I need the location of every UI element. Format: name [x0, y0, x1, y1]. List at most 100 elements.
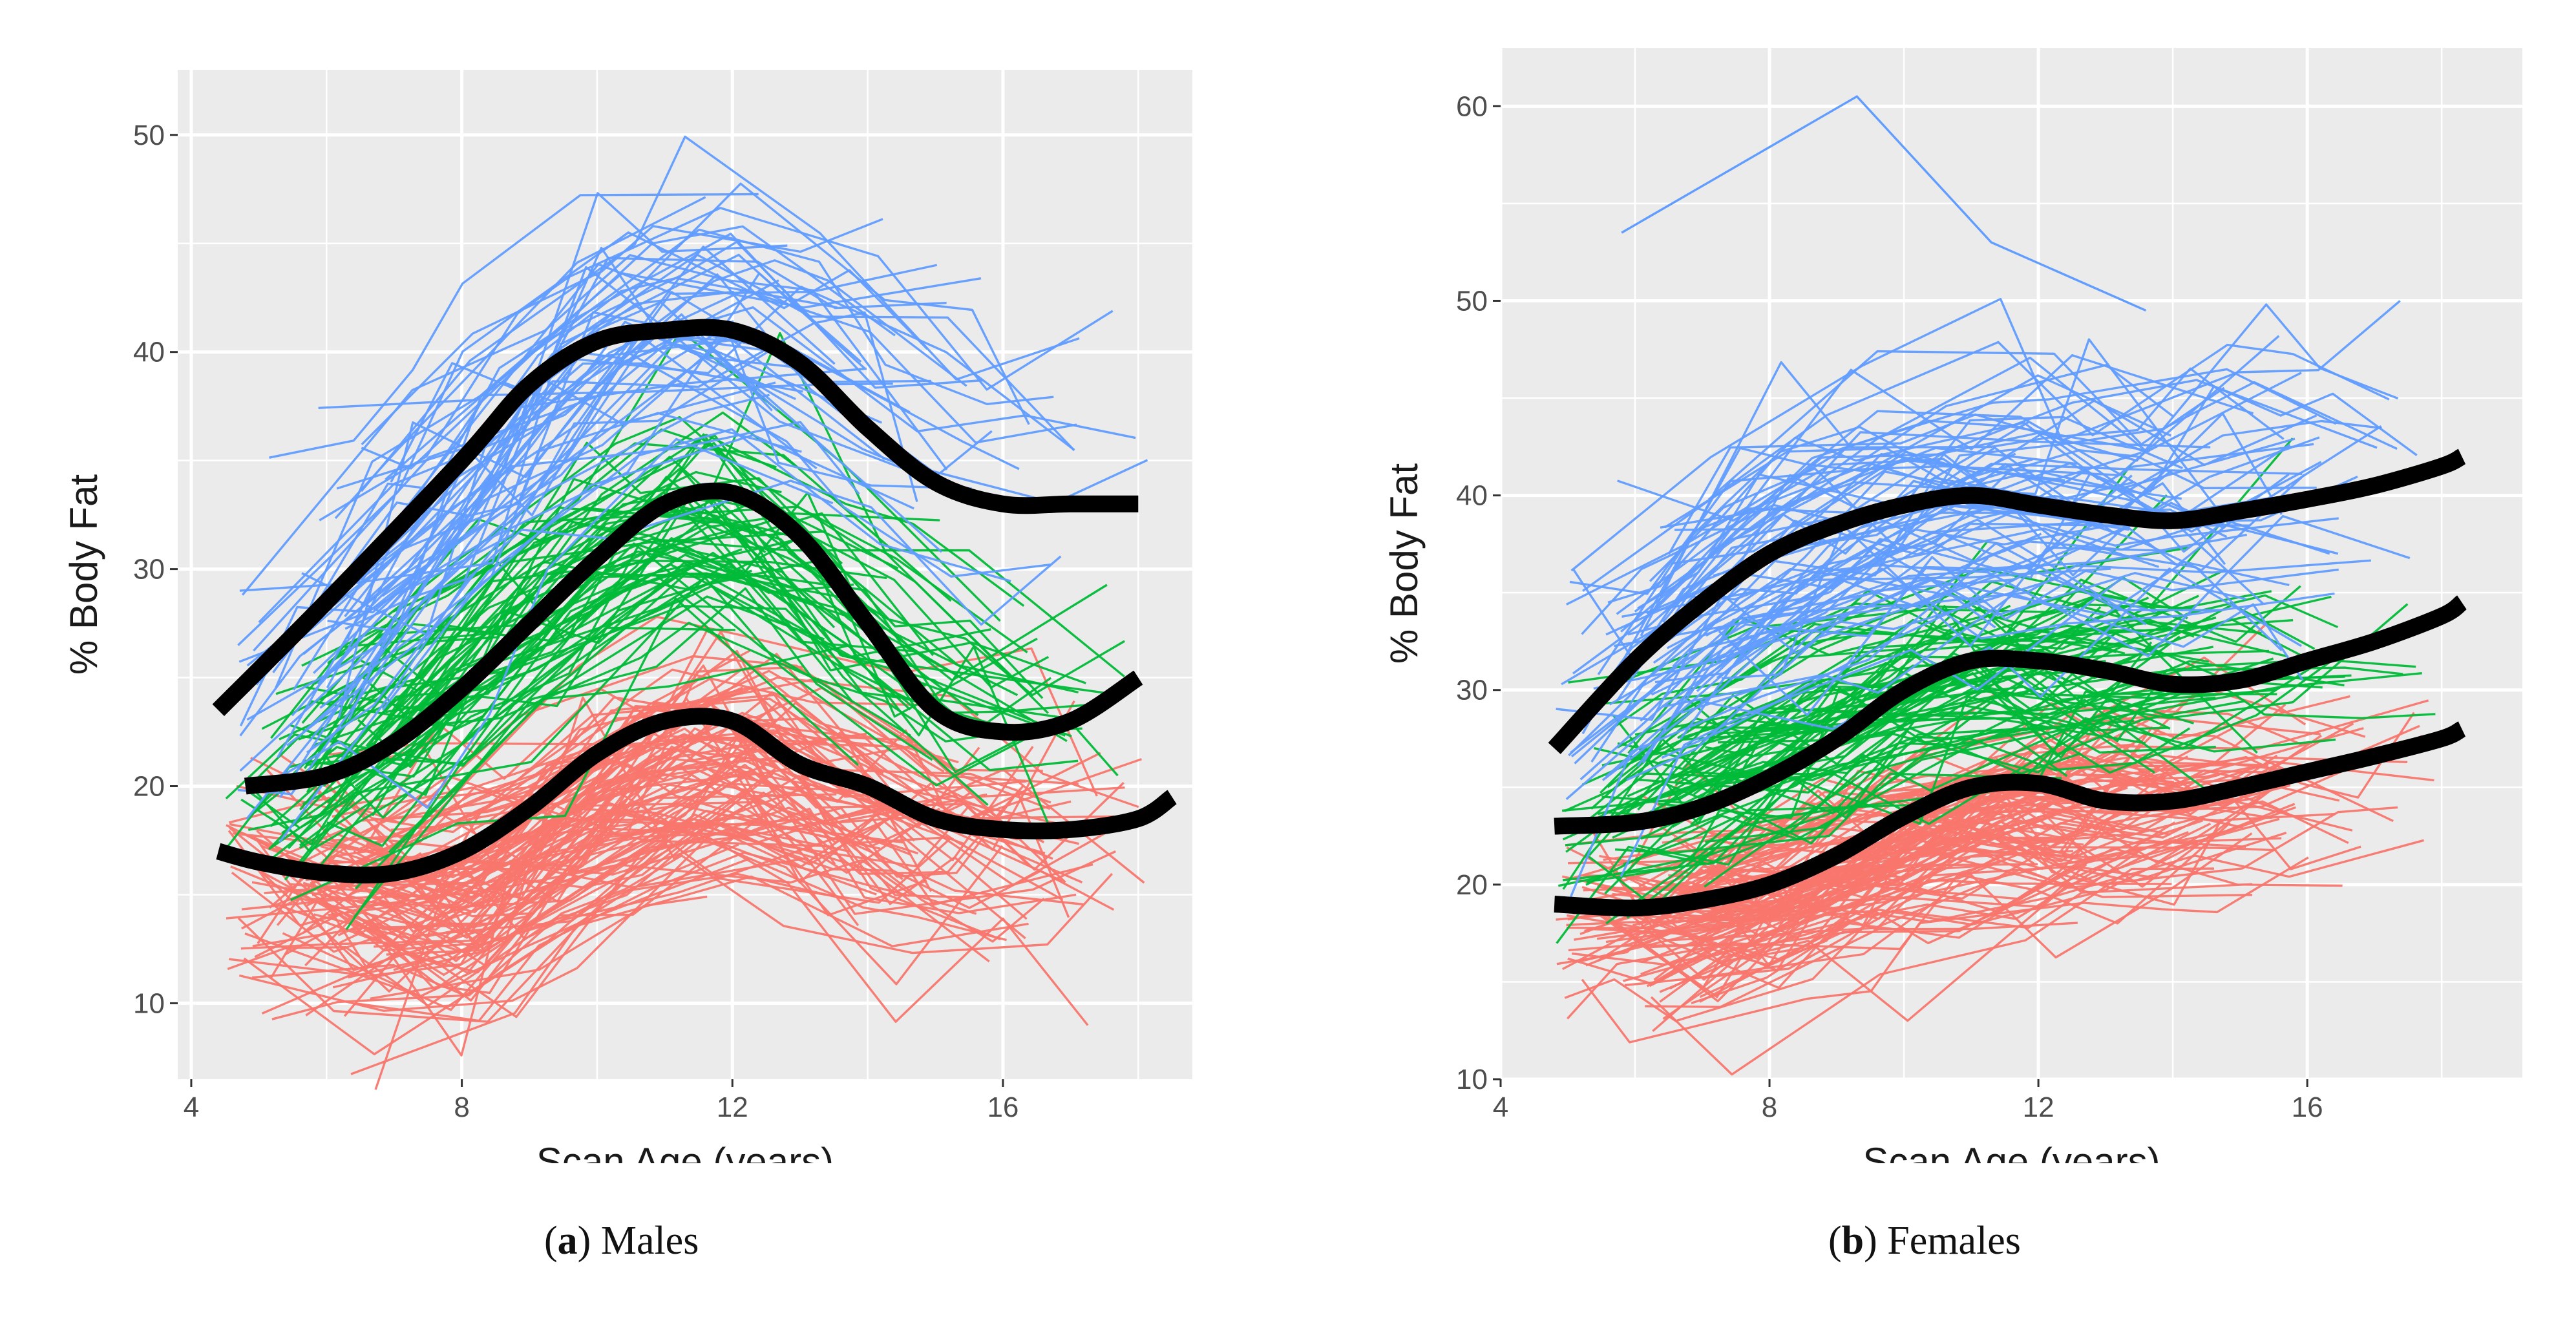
- trajectory-line: [1620, 726, 2153, 913]
- trajectory-line: [388, 595, 825, 853]
- x-tick-label: 12: [717, 1091, 748, 1123]
- trajectory-line: [303, 506, 879, 770]
- trajectory-line: [370, 895, 708, 1000]
- trajectory-line: [1718, 556, 2339, 717]
- trajectory-line: [320, 733, 885, 898]
- trajectory-line: [1699, 805, 2222, 931]
- trajectory-line: [1578, 846, 2072, 989]
- trajectory-line: [305, 768, 776, 1017]
- trajectory-line: [1637, 649, 2277, 794]
- trajectory-line: [1667, 576, 2188, 728]
- trajectory-line: [1620, 578, 2122, 878]
- trajectory-line: [1571, 839, 2425, 966]
- trajectory-line: [269, 193, 759, 459]
- trajectory-line: [1640, 361, 2337, 637]
- trajectory-line: [241, 254, 938, 596]
- x-axis-title: Scan Age (years): [536, 1140, 834, 1163]
- trajectory-line: [1659, 869, 2253, 993]
- trajectory-line: [326, 542, 911, 847]
- y-axis-title: % Body Fat: [1382, 463, 1426, 664]
- trajectory-line: [1705, 578, 2301, 744]
- y-tick-label: 10: [133, 987, 165, 1019]
- trajectory-line: [227, 769, 1064, 967]
- trajectory-line: [310, 793, 837, 889]
- trajectory-line: [332, 573, 1091, 765]
- trajectory-line: [1634, 338, 2230, 613]
- trajectory-line: [1617, 451, 2142, 522]
- trajectory-line: [356, 668, 931, 854]
- trajectory-line: [350, 875, 1029, 1075]
- trajectory-line: [302, 772, 786, 922]
- trajectory-line: [1682, 431, 2211, 622]
- fitted-curve-mid: [244, 482, 1143, 795]
- trajectory-line: [279, 337, 743, 798]
- trajectory-line: [251, 700, 836, 951]
- trajectory-line: [1684, 779, 2091, 947]
- trajectory-line: [326, 737, 903, 916]
- trajectory-line: [1645, 922, 2078, 1008]
- caption-letter: b: [1841, 1219, 1864, 1263]
- trajectory-line: [1678, 688, 2182, 845]
- trajectory-line: [251, 438, 834, 809]
- trajectory-line: [1716, 797, 2361, 960]
- trajectory-line: [385, 228, 1054, 481]
- trajectory-line: [1607, 426, 1989, 604]
- caption-females: (b) Females: [1828, 1219, 2021, 1263]
- trajectory-line: [318, 272, 982, 409]
- trajectory-line: [302, 333, 972, 733]
- fitted-curve-low: [1554, 721, 2466, 917]
- y-tick-label: 50: [1456, 285, 1488, 317]
- trajectory-line: [1604, 653, 2333, 895]
- trajectory-line: [1715, 425, 2382, 664]
- trajectory-line: [281, 456, 979, 834]
- fitted-curve-low: [216, 708, 1177, 884]
- trajectory-line: [238, 836, 1089, 1026]
- trajectory-line: [312, 493, 854, 747]
- trajectory-line: [1637, 589, 2339, 811]
- caption-label: Females: [1887, 1219, 2021, 1263]
- trajectory-line: [238, 272, 862, 663]
- trajectory-line: [1720, 674, 2098, 814]
- trajectory-line: [1570, 470, 2305, 758]
- trajectory-line: [241, 775, 1001, 1002]
- trajectory-line: [386, 766, 965, 949]
- trajectory-line: [319, 412, 802, 709]
- caption-males: (a) Males: [544, 1219, 699, 1263]
- y-tick-label: 60: [1456, 90, 1488, 122]
- trajectory-line: [1566, 750, 2036, 907]
- y-tick-label: 20: [133, 771, 165, 803]
- y-tick-label: 30: [133, 554, 165, 585]
- trajectory-line: [1570, 557, 1989, 898]
- trajectory-line: [239, 394, 770, 772]
- trajectory-line: [319, 207, 1114, 522]
- trajectory-line: [226, 734, 827, 944]
- trajectory-line: [310, 558, 1038, 775]
- trajectory-line: [1638, 603, 2409, 819]
- trajectory-line: [1589, 757, 2115, 942]
- trajectory-line: [253, 306, 1136, 652]
- trajectory-line: [1585, 699, 2215, 886]
- trajectory-line: [1581, 646, 2033, 827]
- chart-females: 4 8 12 16 10 20 30 40 50 60 Scan Age (years) % Body…: [1382, 48, 2522, 1163]
- trajectory-line: [246, 277, 838, 667]
- trajectory-line: [382, 311, 918, 571]
- trajectory-line: [296, 801, 759, 931]
- trajectory-line: [337, 246, 836, 719]
- x-tick-label: 8: [1762, 1091, 1777, 1123]
- trajectory-line: [287, 553, 1119, 850]
- trajectory-line: [229, 678, 710, 850]
- y-tick-label: 30: [1456, 675, 1488, 706]
- fitted-curve-high: [212, 319, 1139, 717]
- x-tick-label: 4: [184, 1091, 199, 1123]
- trajectory-line: [357, 551, 1053, 833]
- trajectory-line: [1601, 546, 2246, 781]
- fitted-curve-mid: [1554, 595, 2467, 835]
- trajectory-group-group_low: [226, 615, 1145, 1090]
- x-tick-label: 4: [1493, 1091, 1508, 1123]
- trajectory-line: [345, 573, 724, 931]
- trajectory-line: [1631, 632, 2345, 818]
- y-tick-label: 10: [1456, 1064, 1488, 1095]
- trajectory-line: [1559, 443, 2314, 746]
- x-tick-label: 16: [2292, 1091, 2323, 1123]
